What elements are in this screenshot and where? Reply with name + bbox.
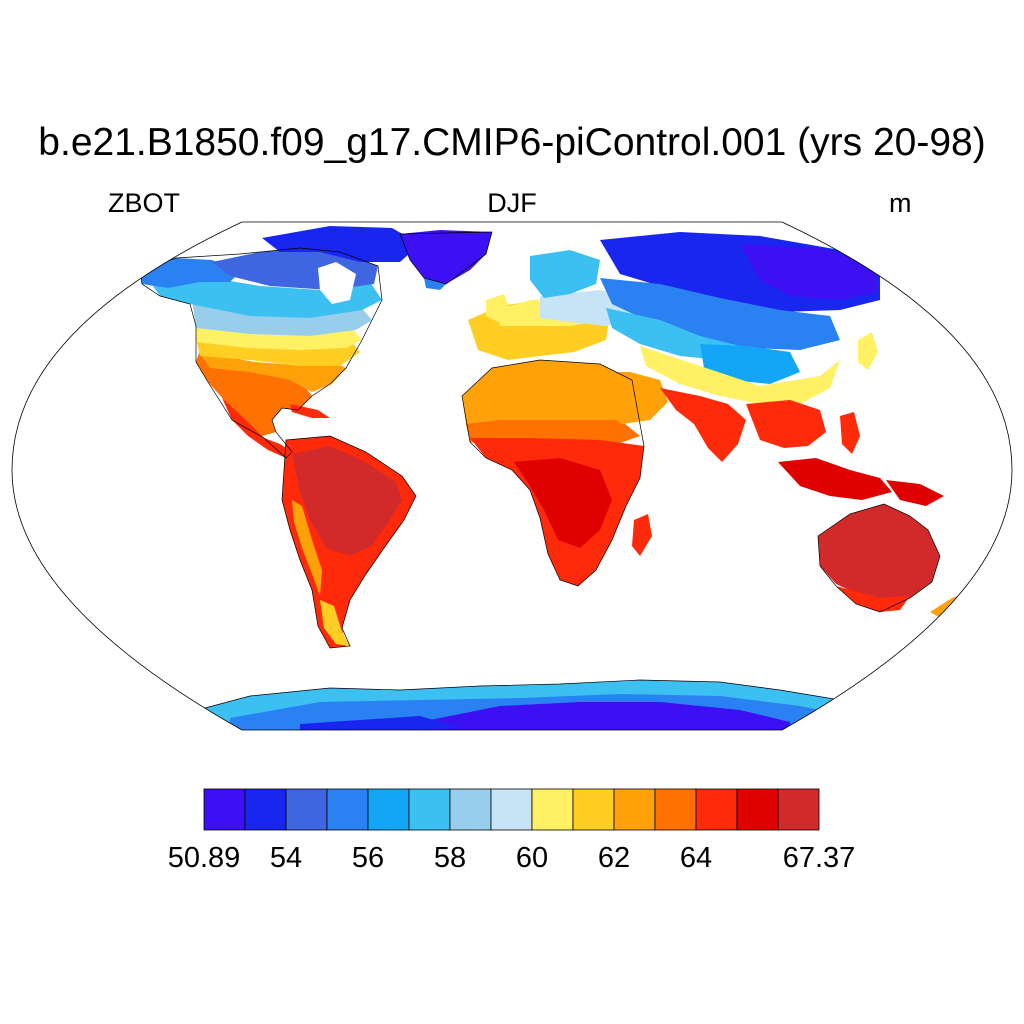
australia-south-coast [836, 586, 910, 612]
cuba [290, 404, 330, 418]
map-border [11, 221, 1013, 731]
colorbar-swatch [203, 788, 246, 831]
colorbar-swatch [695, 788, 738, 831]
colorbar-swatch [777, 788, 820, 831]
amazon-brazil [292, 446, 402, 556]
colorbar-tick-label: 67.37 [782, 842, 856, 874]
coastlines [139, 231, 941, 713]
colorbar-tick-label: 54 [269, 842, 303, 874]
iceland-british [486, 294, 510, 322]
andes-strip [292, 500, 322, 596]
season-label: DJF [487, 188, 537, 218]
colorbar-tick-label: 58 [433, 842, 467, 874]
colorbar-tick-label: 60 [515, 842, 549, 874]
colorbar [203, 788, 820, 831]
colorbar-swatch [531, 788, 574, 831]
middle-east [594, 372, 668, 424]
colorbar-swatch [285, 788, 328, 831]
greenland [400, 230, 492, 284]
colorbar-tick-label: 64 [679, 842, 713, 874]
colorbar-tick-label: 56 [351, 842, 385, 874]
colorbar-swatch [408, 788, 451, 831]
india [660, 388, 746, 462]
canada-south [192, 300, 372, 336]
southeast-asia [746, 400, 826, 448]
new-guinea [886, 480, 944, 506]
asia-central [600, 278, 840, 350]
colorbar-swatch [244, 788, 287, 831]
hudson-bay [318, 262, 356, 304]
canada-arctic [262, 226, 420, 262]
land-fields [140, 226, 972, 730]
antarctica-plateau [420, 702, 790, 730]
indonesia [778, 458, 892, 500]
new-zealand [930, 590, 972, 620]
australia [818, 504, 940, 602]
colorbar-swatch [572, 788, 615, 831]
congo [514, 458, 612, 548]
north-america-south [196, 350, 312, 436]
alaska [140, 258, 240, 288]
japan [858, 332, 878, 370]
colorbar-swatch [490, 788, 533, 831]
units-label: m [889, 188, 912, 218]
usa-south [200, 354, 346, 392]
scandinavia [530, 250, 600, 298]
colorbar-swatch [449, 788, 492, 831]
philippines [840, 412, 860, 454]
variable-label: ZBOT [108, 188, 180, 218]
colorbar-tick-label: 50.89 [167, 842, 241, 874]
plot-title: b.e21.B1850.f09_g17.CMIP6-piControl.001 … [38, 121, 986, 164]
colorbar-tick-label: 62 [597, 842, 631, 874]
colorbar-swatch [326, 788, 369, 831]
colorbar-swatch [367, 788, 410, 831]
colorbar-swatch [736, 788, 779, 831]
canada-mid [150, 276, 382, 318]
tibet [700, 344, 800, 384]
greenland-edge [424, 278, 446, 290]
colorbar-swatch [654, 788, 697, 831]
colorbar-swatch [613, 788, 656, 831]
madagascar [632, 514, 652, 556]
china-east [640, 346, 840, 404]
siberia-east [740, 244, 878, 300]
mexico-central-america [222, 398, 292, 458]
usa-north [196, 326, 362, 350]
antarctica-interior [300, 716, 460, 730]
patagonia [320, 600, 350, 646]
